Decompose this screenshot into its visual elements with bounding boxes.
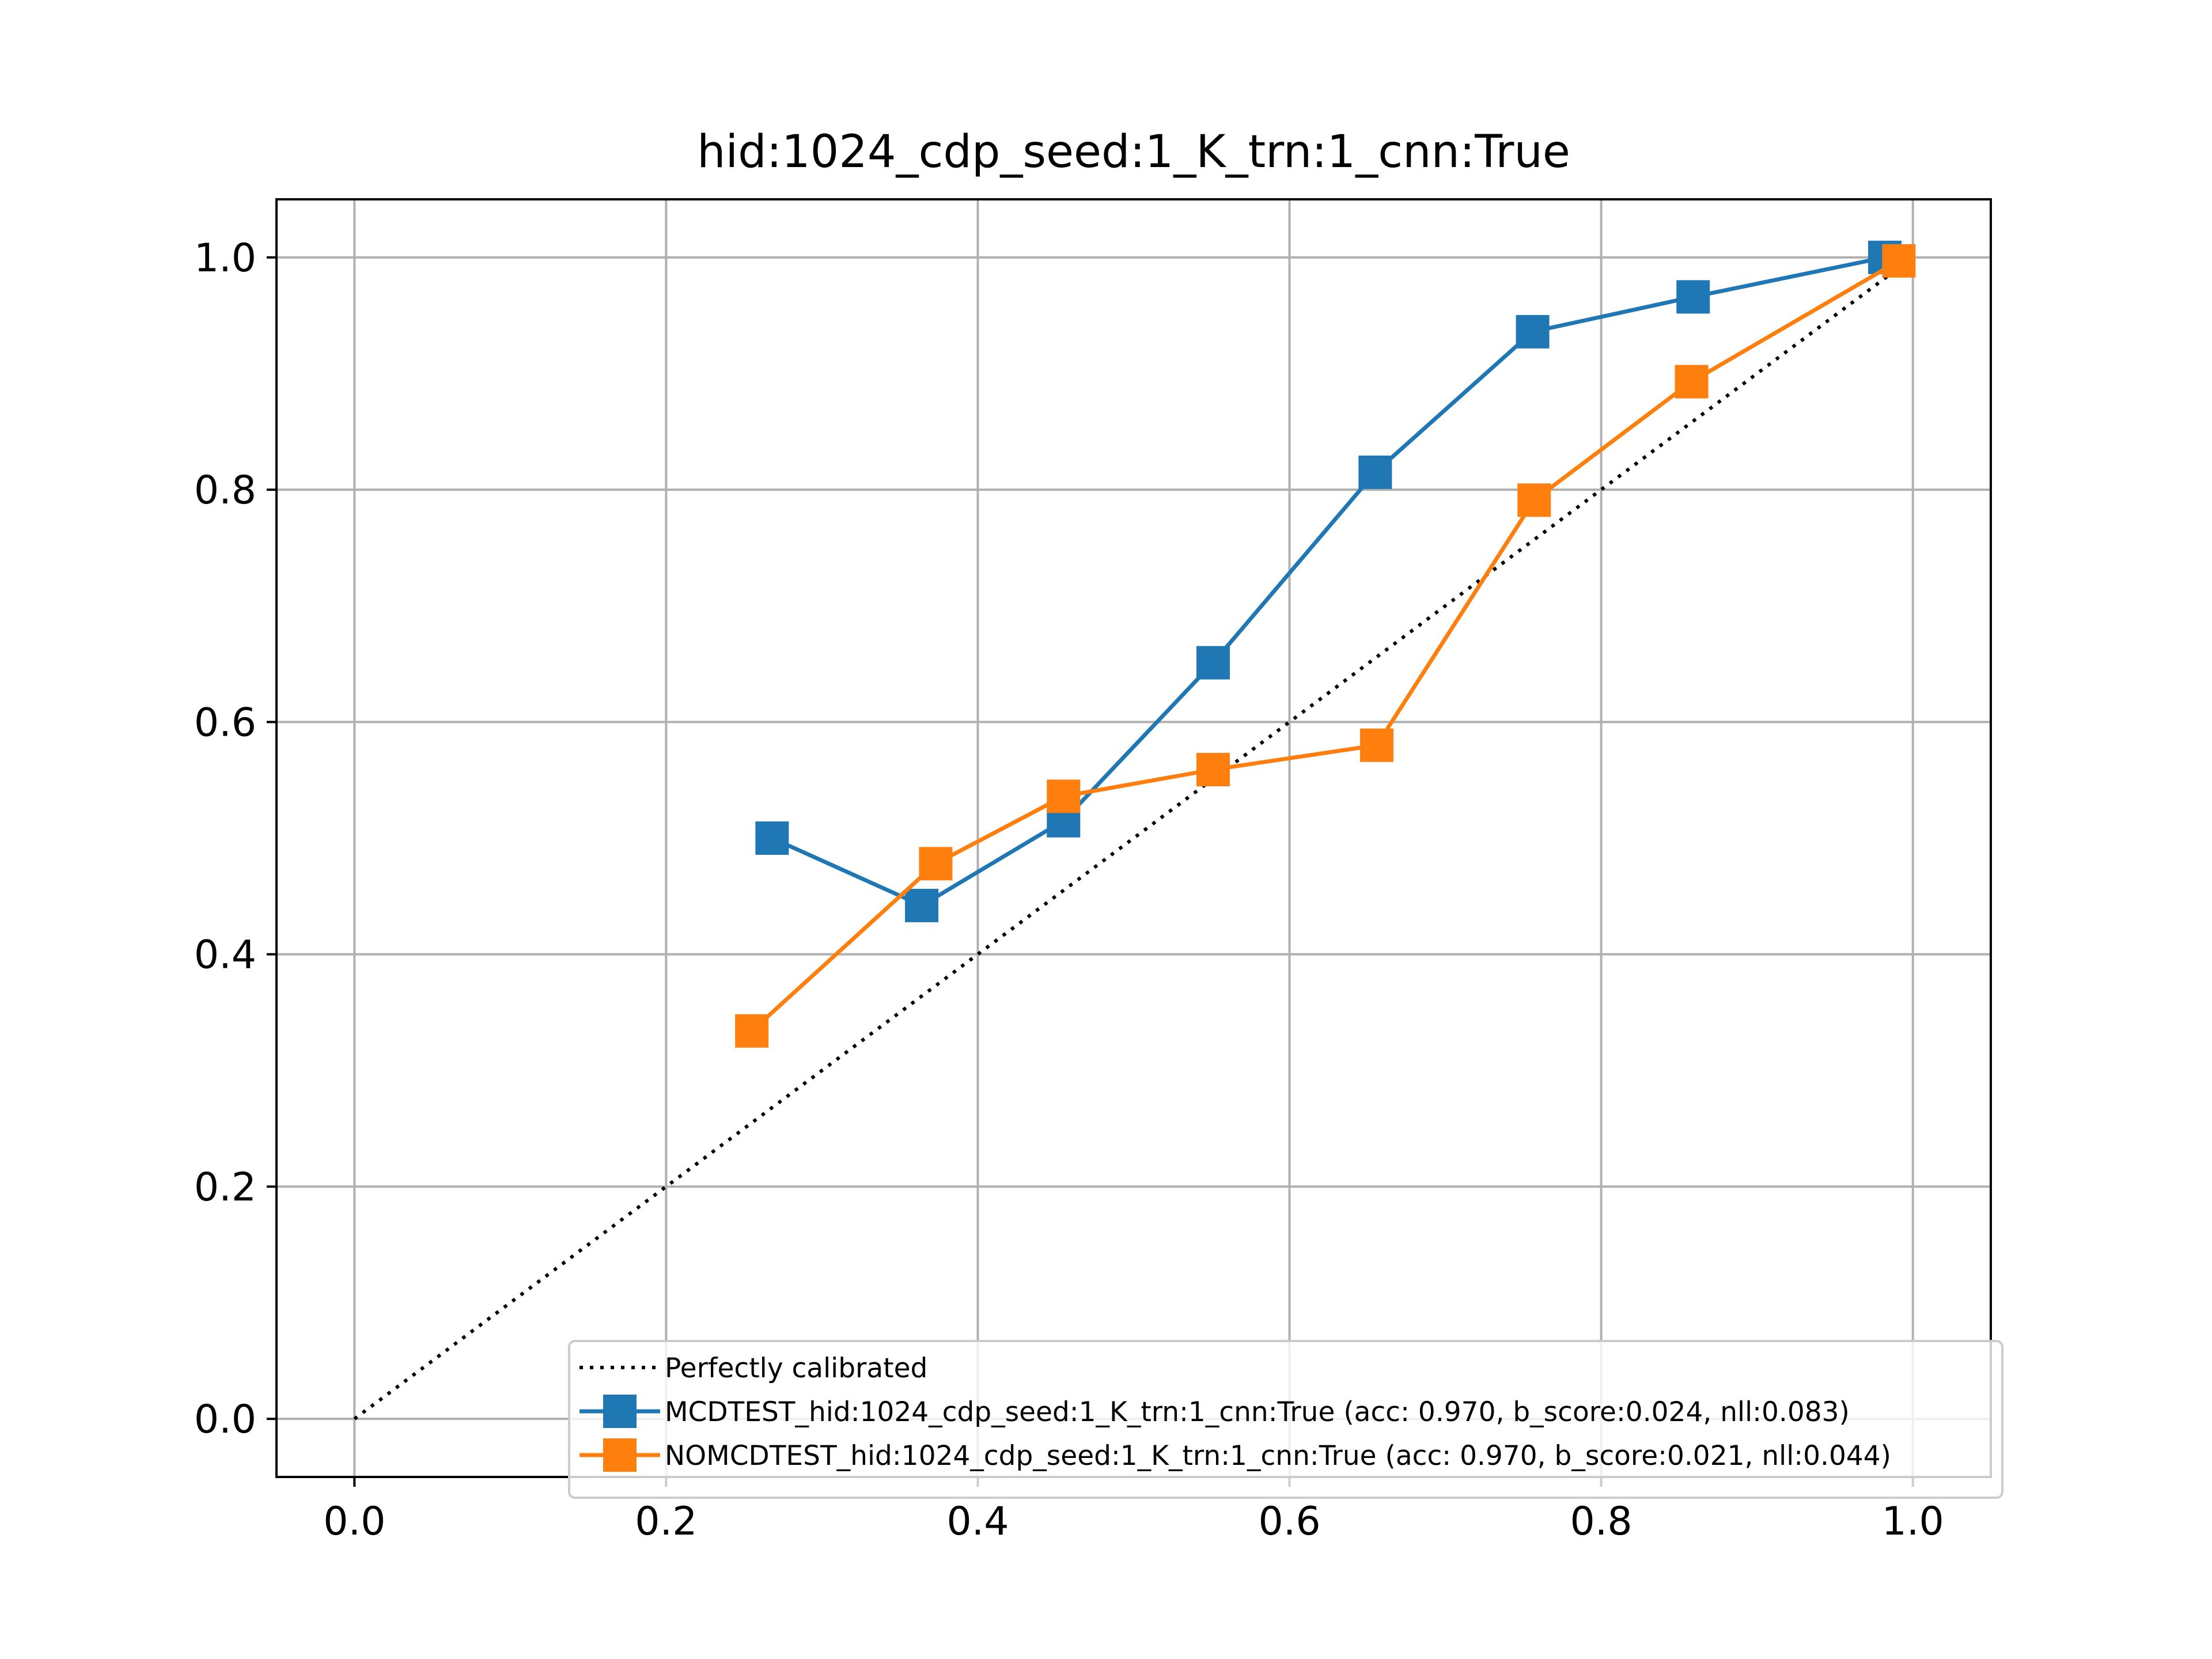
legend-marker-1	[603, 1395, 637, 1428]
series-line-2	[750, 259, 1900, 1033]
series-2-point	[1882, 244, 1916, 278]
legend-entry-label: NOMCDTEST_hid:1024_cdp_seed:1_K_trn:1_cn…	[665, 1440, 1891, 1472]
axis-ticks: 0.0 0.2 0.4 0.6 0.8 1.0 0.0 0.2 0.4 0.6 0.8 1.0	[194, 236, 1944, 1544]
y-tick-label: 0.0	[194, 1397, 256, 1442]
y-tick-label: 0.8	[194, 468, 256, 513]
x-tick-label: 0.0	[323, 1499, 385, 1544]
x-tick-label: 0.6	[1258, 1499, 1320, 1544]
series-2-point	[919, 847, 953, 881]
series-1-point	[1358, 455, 1392, 489]
y-tick-label: 0.2	[194, 1165, 256, 1210]
series-1-point	[1196, 646, 1230, 680]
series-2-point	[1047, 779, 1081, 813]
y-tick-label: 0.6	[194, 700, 256, 745]
plot-series	[353, 240, 1916, 1421]
x-tick-label: 1.0	[1882, 1499, 1944, 1544]
x-tick-label: 0.4	[946, 1499, 1009, 1544]
legend: Perfectly calibrated MCDTEST_hid:1024_cdp…	[568, 1340, 2003, 1499]
series-2-point	[1360, 728, 1394, 762]
x-tick-label: 0.2	[635, 1499, 697, 1544]
series-1-point	[905, 888, 939, 922]
legend-entry-label: Perfectly calibrated	[665, 1353, 927, 1384]
x-tick-label: 0.8	[1570, 1499, 1633, 1544]
y-tick-label: 1.0	[194, 236, 256, 281]
plot-area-frame	[275, 198, 1992, 1478]
series-1-point	[1676, 280, 1710, 314]
series-1-point	[1516, 315, 1550, 349]
series-2-point	[1517, 483, 1551, 517]
grid-lines	[276, 199, 1991, 1477]
series-2-point	[1675, 365, 1709, 399]
y-tick-label: 0.4	[194, 933, 256, 978]
series-1-point	[755, 821, 789, 855]
series-line-0	[353, 256, 1914, 1421]
series-2-point	[735, 1014, 769, 1048]
series-2-point	[1196, 753, 1230, 787]
legend-entry-label: MCDTEST_hid:1024_cdp_seed:1_K_trn:1_cnn:…	[665, 1396, 1850, 1428]
legend-marker-2	[603, 1438, 637, 1472]
legend-box	[568, 1340, 2003, 1499]
chart-title: hid:1024_cdp_seed:1_K_trn:1_cnn:True	[697, 126, 1570, 178]
series-line-1	[771, 255, 1885, 908]
